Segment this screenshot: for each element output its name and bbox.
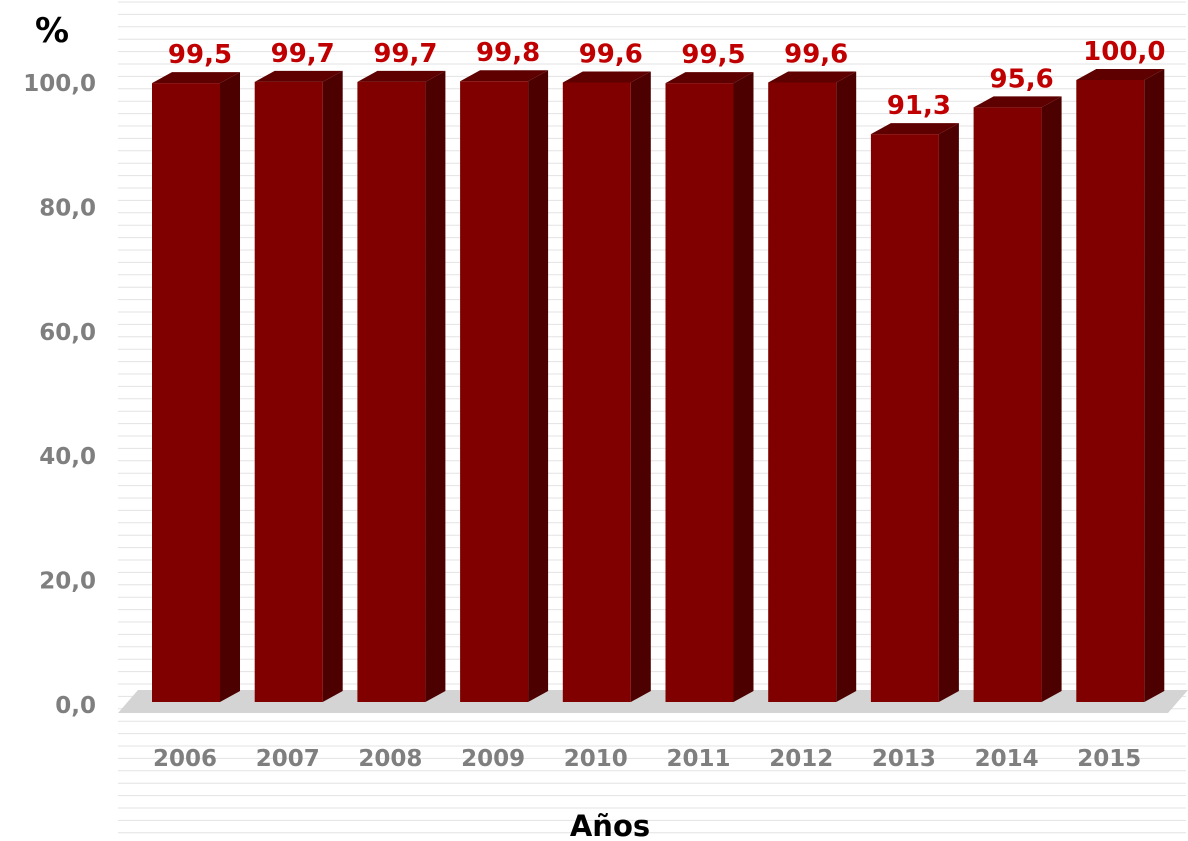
x-tick-label: 2013: [872, 746, 936, 772]
data-label: 95,6: [990, 64, 1054, 94]
data-label: 99,7: [373, 39, 437, 69]
x-tick-label: 2006: [153, 746, 217, 772]
bar: [768, 71, 857, 703]
y-tick-label: 60,0: [39, 320, 96, 346]
bar-front: [665, 83, 734, 703]
bar-front: [357, 81, 426, 703]
bars: [152, 69, 1165, 703]
bar-side: [1041, 96, 1062, 703]
x-tick-label: 2007: [256, 746, 320, 772]
bar-front: [768, 82, 837, 703]
y-tick-label: 40,0: [39, 444, 96, 470]
bar-front: [562, 82, 631, 703]
bar: [254, 70, 343, 703]
data-label: 99,6: [784, 39, 848, 69]
x-axis-ticks: 2006 2007 2008 2009 2010 2011 2012 2013 2014 2015: [153, 746, 1141, 772]
bar-side: [1144, 69, 1165, 702]
bar-top: [562, 71, 651, 83]
x-tick-label: 2008: [358, 746, 422, 772]
bar: [562, 71, 651, 703]
bar-top: [357, 70, 446, 82]
bar-front: [460, 81, 529, 702]
bar-side: [836, 71, 857, 703]
bar: [152, 72, 240, 703]
bar: [973, 96, 1062, 703]
bar-side: [220, 72, 240, 703]
y-tick-label: 100,0: [23, 71, 96, 97]
bar-top: [870, 123, 959, 135]
y-tick-label: 80,0: [39, 195, 96, 221]
x-tick-label: 2012: [769, 746, 833, 772]
bar-top: [973, 96, 1062, 108]
x-tick-label: 2014: [975, 746, 1039, 772]
x-tick-label: 2009: [461, 746, 525, 772]
data-labels: 99,5 99,7 99,7 99,8 99,6 99,5 99,6 91,3 95,6 100,…: [168, 37, 1166, 121]
data-label: 99,5: [681, 40, 745, 70]
x-tick-label: 2010: [564, 746, 628, 772]
bar-front: [1076, 80, 1145, 702]
data-label: 91,3: [887, 91, 951, 121]
bar-top: [152, 72, 240, 84]
bar-top: [460, 70, 549, 82]
y-axis-title: %: [35, 11, 69, 51]
bar-side: [630, 71, 651, 703]
bar: [1076, 69, 1165, 702]
bar-top: [665, 72, 754, 84]
bar-side: [322, 70, 343, 703]
bar-front: [152, 83, 220, 703]
y-tick-label: 0,0: [55, 693, 96, 719]
bar-top: [254, 70, 343, 82]
bar-front: [870, 134, 939, 702]
bar-side: [425, 70, 446, 703]
x-tick-label: 2015: [1077, 746, 1141, 772]
bar-top: [1076, 69, 1165, 80]
x-tick-label: 2011: [666, 746, 730, 772]
bar-side: [733, 72, 754, 703]
y-tick-label: 20,0: [39, 569, 96, 595]
bar: [357, 70, 446, 703]
bar-front: [973, 107, 1042, 703]
data-label: 99,5: [168, 40, 232, 70]
x-axis-title: Años: [570, 809, 650, 841]
data-label: 99,8: [476, 38, 540, 68]
bar: [460, 70, 549, 702]
bar-front: [254, 81, 323, 703]
y-axis-ticks: 0,0 20,0 40,0 60,0 80,0 100,0: [23, 71, 96, 719]
data-label: 99,6: [579, 39, 643, 69]
bar-top: [768, 71, 857, 83]
bar: [870, 123, 959, 702]
bar-side: [938, 123, 959, 702]
bar-side: [528, 70, 549, 702]
data-label: 99,7: [271, 39, 335, 69]
data-label: 100,0: [1083, 37, 1165, 67]
bar: [665, 72, 754, 703]
